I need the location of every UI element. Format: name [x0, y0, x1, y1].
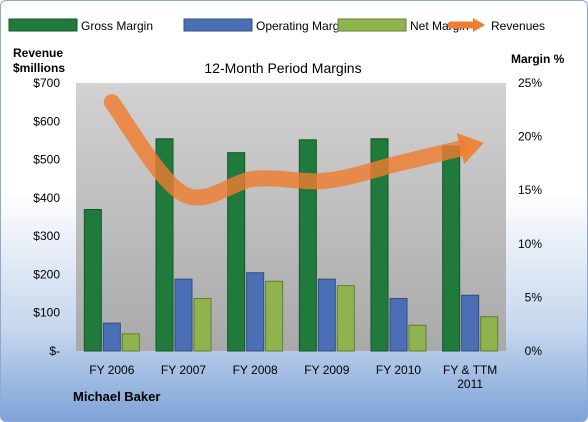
left-tick-label: $100: [33, 306, 60, 320]
left-tick-label: $400: [33, 191, 60, 205]
plot-area: [76, 83, 506, 351]
bar-gross-margin-5: [442, 145, 461, 352]
chart-title: 12-Month Period Margins: [204, 60, 361, 76]
left-tick-label: $300: [33, 229, 60, 243]
bar-gross-margin-3: [298, 139, 317, 352]
left-tick-label: $500: [33, 153, 60, 167]
category-label: FY 2006: [89, 363, 134, 377]
bar-gross-margin-4: [370, 138, 389, 352]
category-label: FY 2007: [161, 363, 206, 377]
right-tick-label: 0%: [525, 344, 543, 358]
legend-label-operating-margin: Operating Margin: [256, 19, 349, 33]
left-axis-label: Revenue: [13, 46, 63, 60]
bar-operating-margin-5: [461, 294, 480, 352]
category-label: FY 2010: [376, 363, 421, 377]
right-tick-label: 25%: [518, 76, 542, 90]
right-axis-label: Margin %: [511, 52, 565, 66]
category-label: FY 2009: [304, 363, 349, 377]
right-tick-label: 10%: [518, 237, 542, 251]
right-tick-label: 20%: [518, 130, 542, 144]
left-axis-unit-label: $millions: [13, 61, 65, 75]
left-tick-label: $200: [33, 267, 60, 281]
categories-group: FY 2006 FY 2007 FY 2008 FY 2009 FY 2010 FY & …: [89, 363, 497, 391]
category-label: 2011: [457, 377, 483, 391]
bar-net-margin-5: [480, 316, 499, 352]
left-tick-label: $600: [33, 114, 60, 128]
legend: Gross Margin Operating Margin Net Margin Re…: [8, 18, 545, 33]
category-label: FY 2008: [233, 363, 278, 377]
legend-arrowhead-revenues: [473, 18, 485, 32]
revenues-arrowhead: [456, 132, 484, 165]
legend-label-gross-margin: Gross Margin: [81, 19, 153, 33]
bar-net-margin-3: [336, 285, 355, 352]
bar-operating-margin-4: [389, 297, 408, 352]
revenues-line: [103, 94, 469, 206]
legend-swatch-net-margin: [337, 18, 407, 32]
bar-operating-margin-1: [174, 278, 193, 352]
bar-operating-margin-3: [317, 278, 336, 352]
bar-gross-margin-0: [83, 208, 102, 352]
legend-swatch-operating-margin: [183, 18, 253, 32]
bar-operating-margin-0: [102, 322, 121, 352]
right-tick-label: 15%: [518, 183, 542, 197]
bar-operating-margin-2: [246, 272, 265, 352]
bar-net-margin-0: [121, 333, 140, 352]
left-tick-label: $-: [49, 344, 60, 358]
bars-group: [83, 138, 499, 352]
left-tick-label: $700: [33, 76, 60, 90]
bar-net-margin-2: [265, 280, 284, 352]
bar-gross-margin-2: [227, 152, 246, 352]
legend-swatch-gross-margin: [8, 18, 78, 32]
bar-net-margin-1: [193, 297, 212, 352]
category-label: FY & TTM: [443, 363, 497, 377]
ticks-group: $- $100 $200 $300 $400 $500 $600 $700 0% 5% 10% 15%…: [33, 76, 542, 358]
bar-net-margin-4: [408, 324, 427, 352]
author-label: Michael Baker: [73, 389, 160, 404]
legend-label-revenues: Revenues: [491, 19, 545, 33]
right-tick-label: 5%: [525, 290, 543, 304]
